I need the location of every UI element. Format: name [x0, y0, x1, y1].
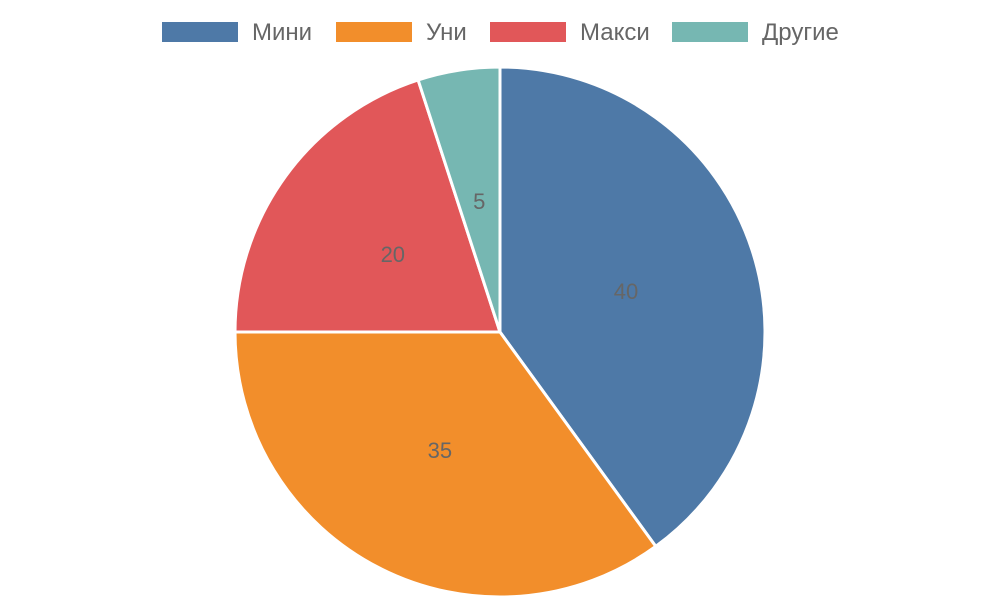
- pie-slice-3[interactable]: [233, 78, 503, 334]
- legend-label: Мини: [252, 19, 312, 46]
- legend-label: Другие: [762, 19, 839, 46]
- legend-swatch: [336, 22, 412, 42]
- pie-slice-2[interactable]: [233, 330, 658, 599]
- pie-slices: [233, 65, 767, 599]
- pie-slice-4[interactable]: [416, 65, 502, 333]
- slice-value-label: 5: [473, 189, 485, 214]
- legend-label: Макси: [580, 19, 650, 46]
- legend-item[interactable]: Макси: [490, 19, 650, 46]
- legend-swatch: [490, 22, 566, 42]
- legend-item[interactable]: Мини: [162, 19, 312, 46]
- pie-slice-1[interactable]: [498, 65, 767, 549]
- legend: Мини Уни Макси Другие: [162, 19, 839, 46]
- legend-swatch: [672, 22, 748, 42]
- slice-labels: 40 35 20 5: [381, 189, 639, 463]
- slice-value-label: 20: [381, 242, 405, 267]
- slice-value-label: 40: [614, 279, 638, 304]
- legend-label: Уни: [426, 19, 467, 46]
- slice-value-label: 35: [428, 438, 452, 463]
- legend-item[interactable]: Другие: [672, 19, 839, 46]
- legend-swatch: [162, 22, 238, 42]
- legend-item[interactable]: Уни: [336, 19, 467, 46]
